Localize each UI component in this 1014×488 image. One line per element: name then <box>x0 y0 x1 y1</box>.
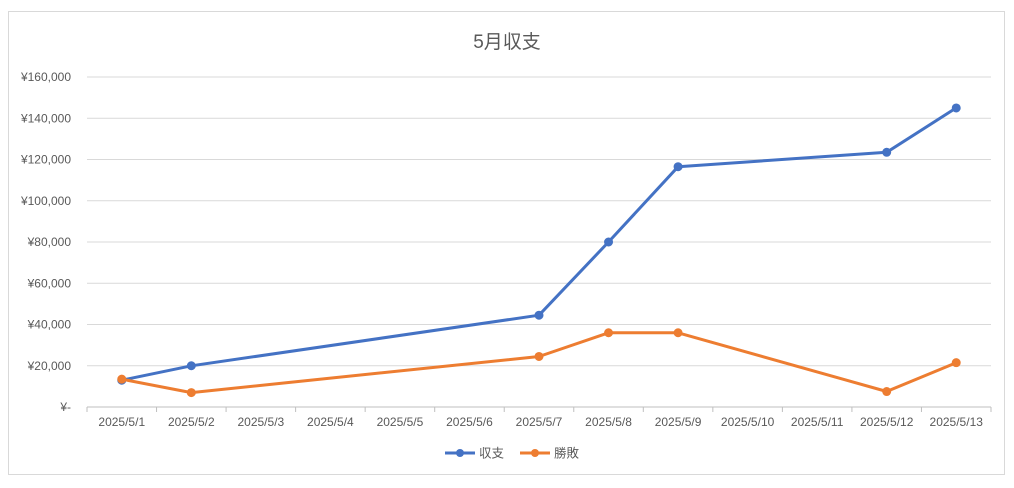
legend: 収支 勝敗 <box>445 446 580 461</box>
y-tick-label: ¥40,000 <box>27 318 72 332</box>
legend-label-2: 勝敗 <box>554 446 580 461</box>
x-tick-label: 2025/5/4 <box>307 415 354 429</box>
axes: ¥- ¥20,000 ¥40,000 ¥60,000 ¥80,000 ¥100,000 ¥1… <box>20 70 992 429</box>
data-point <box>951 103 961 113</box>
y-tick-label: ¥100,000 <box>20 194 71 208</box>
x-tick-label: 2025/5/7 <box>516 415 563 429</box>
y-tick-label: ¥140,000 <box>20 111 71 125</box>
x-tick-label: 2025/5/12 <box>860 415 914 429</box>
data-point <box>882 387 892 397</box>
data-point <box>882 147 892 157</box>
x-tick-label: 2025/5/6 <box>446 415 493 429</box>
data-point <box>117 374 127 384</box>
y-tick-label: ¥80,000 <box>27 235 72 249</box>
x-tick-label: 2025/5/9 <box>655 415 702 429</box>
x-tick-label: 2025/5/10 <box>721 415 775 429</box>
x-tick-label: 2025/5/3 <box>237 415 284 429</box>
y-tick-label: ¥160,000 <box>20 70 71 84</box>
chart-area: 5月収支 ¥- ¥20,000 ¥40,000 ¥60,000 ¥80,000 ¥100,… <box>8 11 1005 475</box>
data-point <box>186 388 196 398</box>
data-point <box>604 328 614 338</box>
x-tick-label: 2025/5/5 <box>377 415 424 429</box>
legend-marker-1 <box>456 449 464 457</box>
data-point <box>604 237 614 247</box>
data-point <box>673 162 683 172</box>
y-tick-label: ¥20,000 <box>27 359 72 373</box>
y-tick-label: ¥120,000 <box>20 153 71 167</box>
x-tick-label: 2025/5/2 <box>168 415 215 429</box>
data-point <box>673 328 683 338</box>
data-point <box>186 361 196 371</box>
data-point <box>534 310 544 320</box>
y-tick-label: ¥- <box>59 400 71 414</box>
series-line-2 <box>120 331 958 395</box>
series-lines <box>117 103 961 398</box>
y-tick-label: ¥60,000 <box>27 276 72 290</box>
data-point <box>951 358 961 368</box>
chart-title: 5月収支 <box>473 31 541 53</box>
data-point <box>534 351 544 361</box>
series-line-1 <box>120 106 958 382</box>
gridlines <box>87 76 991 367</box>
legend-marker-2 <box>531 449 539 457</box>
line-chart: 5月収支 ¥- ¥20,000 ¥40,000 ¥60,000 ¥80,000 ¥100,… <box>20 31 992 461</box>
x-tick-label: 2025/5/11 <box>791 415 844 429</box>
x-tick-label: 2025/5/8 <box>585 415 632 429</box>
legend-label-1: 収支 <box>479 447 505 461</box>
x-tick-label: 2025/5/13 <box>930 415 984 429</box>
x-tick-label: 2025/5/1 <box>98 415 145 429</box>
